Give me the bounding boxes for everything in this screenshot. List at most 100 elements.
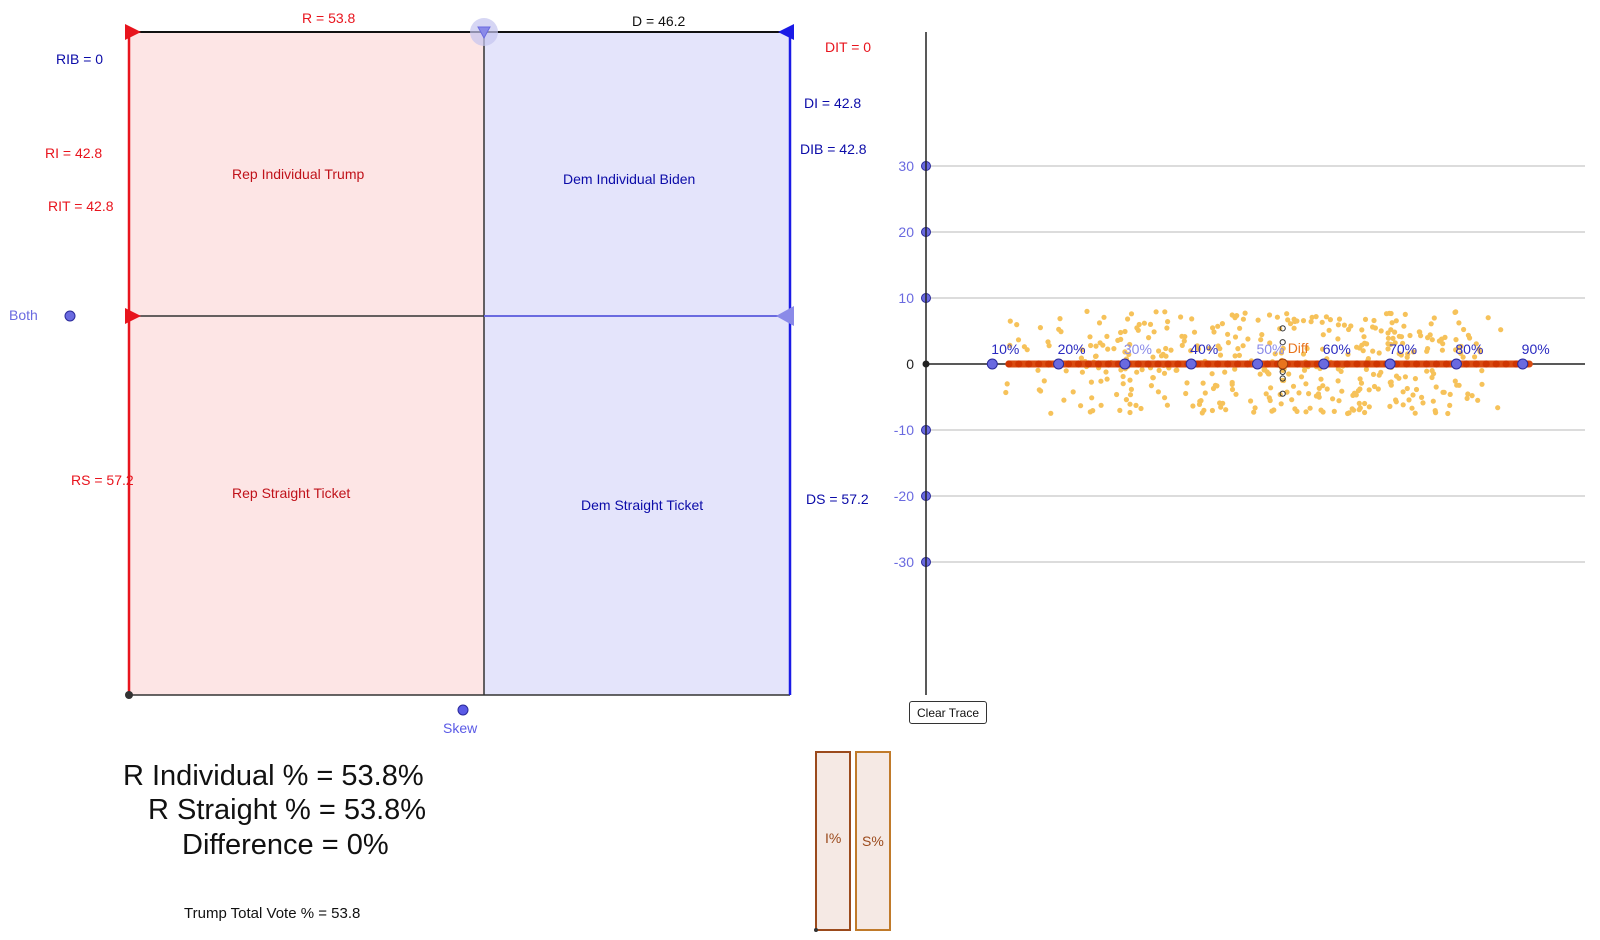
scatter-point <box>1371 317 1377 324</box>
scatter-point <box>1309 314 1315 320</box>
trace-point <box>1234 360 1242 368</box>
scatter-point <box>1188 348 1194 354</box>
skew-point[interactable] <box>457 704 469 716</box>
scatter-point <box>1127 409 1133 416</box>
y-tick-label: 0 <box>906 356 914 372</box>
scatter-point <box>1306 391 1312 397</box>
diff-point[interactable] <box>1277 358 1289 370</box>
scatter-point <box>1015 337 1022 343</box>
x-marker-label: 30% <box>1124 341 1152 357</box>
scatter-point <box>1378 328 1384 334</box>
scatter-point <box>1335 336 1341 342</box>
scatter-point <box>1359 342 1365 348</box>
scatter-point <box>1346 326 1352 333</box>
scatter-point <box>1278 401 1284 407</box>
scatter-point <box>1307 405 1313 411</box>
scatter-point <box>1320 383 1326 389</box>
scatter-point <box>1007 342 1013 348</box>
scatter-point <box>1313 314 1319 320</box>
i-percent-bar <box>815 751 851 931</box>
scatter-point <box>1300 351 1307 357</box>
scatter-point <box>1336 398 1342 404</box>
scatter-point <box>1430 398 1436 404</box>
scatter-point <box>1251 409 1257 415</box>
scatter-point <box>1041 378 1047 384</box>
x-marker-point[interactable] <box>1318 358 1330 370</box>
origin-point[interactable] <box>125 691 133 699</box>
scatter-point <box>1400 340 1406 346</box>
scatter-point <box>1087 334 1093 340</box>
scatter-point <box>1240 316 1246 322</box>
x-marker-point[interactable] <box>1053 358 1065 370</box>
both-point[interactable] <box>64 310 76 322</box>
dit-label: DIT = 0 <box>825 39 871 55</box>
scatter-point <box>1320 409 1326 415</box>
scatter-point <box>1458 343 1464 349</box>
scatter-point <box>1456 320 1462 326</box>
scatter-point <box>1134 325 1140 331</box>
scatter-point <box>1467 335 1473 341</box>
scatter-point <box>1196 401 1203 407</box>
x-marker-point[interactable] <box>986 358 998 370</box>
scatter-point <box>1439 347 1445 353</box>
scatter-point <box>1433 384 1439 390</box>
trace-point <box>1432 360 1441 368</box>
scatter-point <box>1364 341 1370 347</box>
rep-individual-region <box>129 32 484 316</box>
scatter-point <box>1454 382 1460 388</box>
scatter-point <box>1202 390 1208 396</box>
scatter-point <box>1365 356 1371 362</box>
scatter-point <box>1419 394 1425 400</box>
scatter-point <box>1447 391 1453 397</box>
scatter-point <box>1182 334 1188 340</box>
scatter-point <box>1092 353 1099 359</box>
scatter-point <box>1183 390 1189 397</box>
trace-point <box>1502 360 1510 368</box>
scatter-point <box>1267 340 1273 346</box>
scatter-point <box>1096 320 1103 326</box>
trace-history-point <box>1279 390 1286 397</box>
dem-mid-handle[interactable] <box>776 306 794 326</box>
rep-mid-handle[interactable] <box>125 308 141 324</box>
scatter-point <box>1048 410 1054 416</box>
x-marker-point[interactable] <box>1517 358 1529 370</box>
x-marker-point[interactable] <box>1384 358 1396 370</box>
dem-top-handle[interactable] <box>778 24 794 40</box>
scatter-point <box>1320 346 1326 352</box>
trace-point <box>1045 360 1053 368</box>
scatter-point <box>1359 327 1365 333</box>
rep-straight-label: Rep Straight Ticket <box>232 485 350 501</box>
scatter-point <box>1407 332 1413 339</box>
scatter-point <box>1222 369 1228 375</box>
scatter-point <box>1263 391 1269 397</box>
scatter-point <box>1440 341 1446 347</box>
x-marker-point[interactable] <box>1450 358 1462 370</box>
scatter-point <box>1168 347 1174 353</box>
trace-point <box>1094 360 1102 368</box>
rep-top-handle[interactable] <box>125 24 141 40</box>
clear-trace-button[interactable]: Clear Trace <box>909 701 987 724</box>
trace-point <box>1353 360 1361 368</box>
scatter-point <box>1114 391 1120 398</box>
x-marker-point[interactable] <box>1185 358 1197 370</box>
scatter-point <box>1378 369 1384 375</box>
x-marker-point[interactable] <box>1119 358 1131 370</box>
x-marker-point[interactable] <box>1252 358 1263 370</box>
scatter-point <box>1323 314 1329 320</box>
scatter-point <box>1452 309 1458 315</box>
scatter-point <box>1476 346 1482 352</box>
d-value-label: D = 46.2 <box>632 13 686 29</box>
scatter-point <box>1210 325 1216 331</box>
scatter-point <box>1122 349 1128 355</box>
trace-point <box>1423 360 1431 368</box>
split-handle[interactable] <box>477 26 491 40</box>
scatter-point <box>1338 368 1344 374</box>
dem-straight-region <box>484 316 790 695</box>
scatter-point <box>1155 389 1161 395</box>
scatter-point <box>1162 309 1168 315</box>
scatter-point <box>1371 383 1378 390</box>
scatter-point <box>1190 403 1196 409</box>
scatter-point <box>1335 378 1341 384</box>
scatter-point <box>1148 383 1154 389</box>
trace-point <box>1204 360 1212 368</box>
